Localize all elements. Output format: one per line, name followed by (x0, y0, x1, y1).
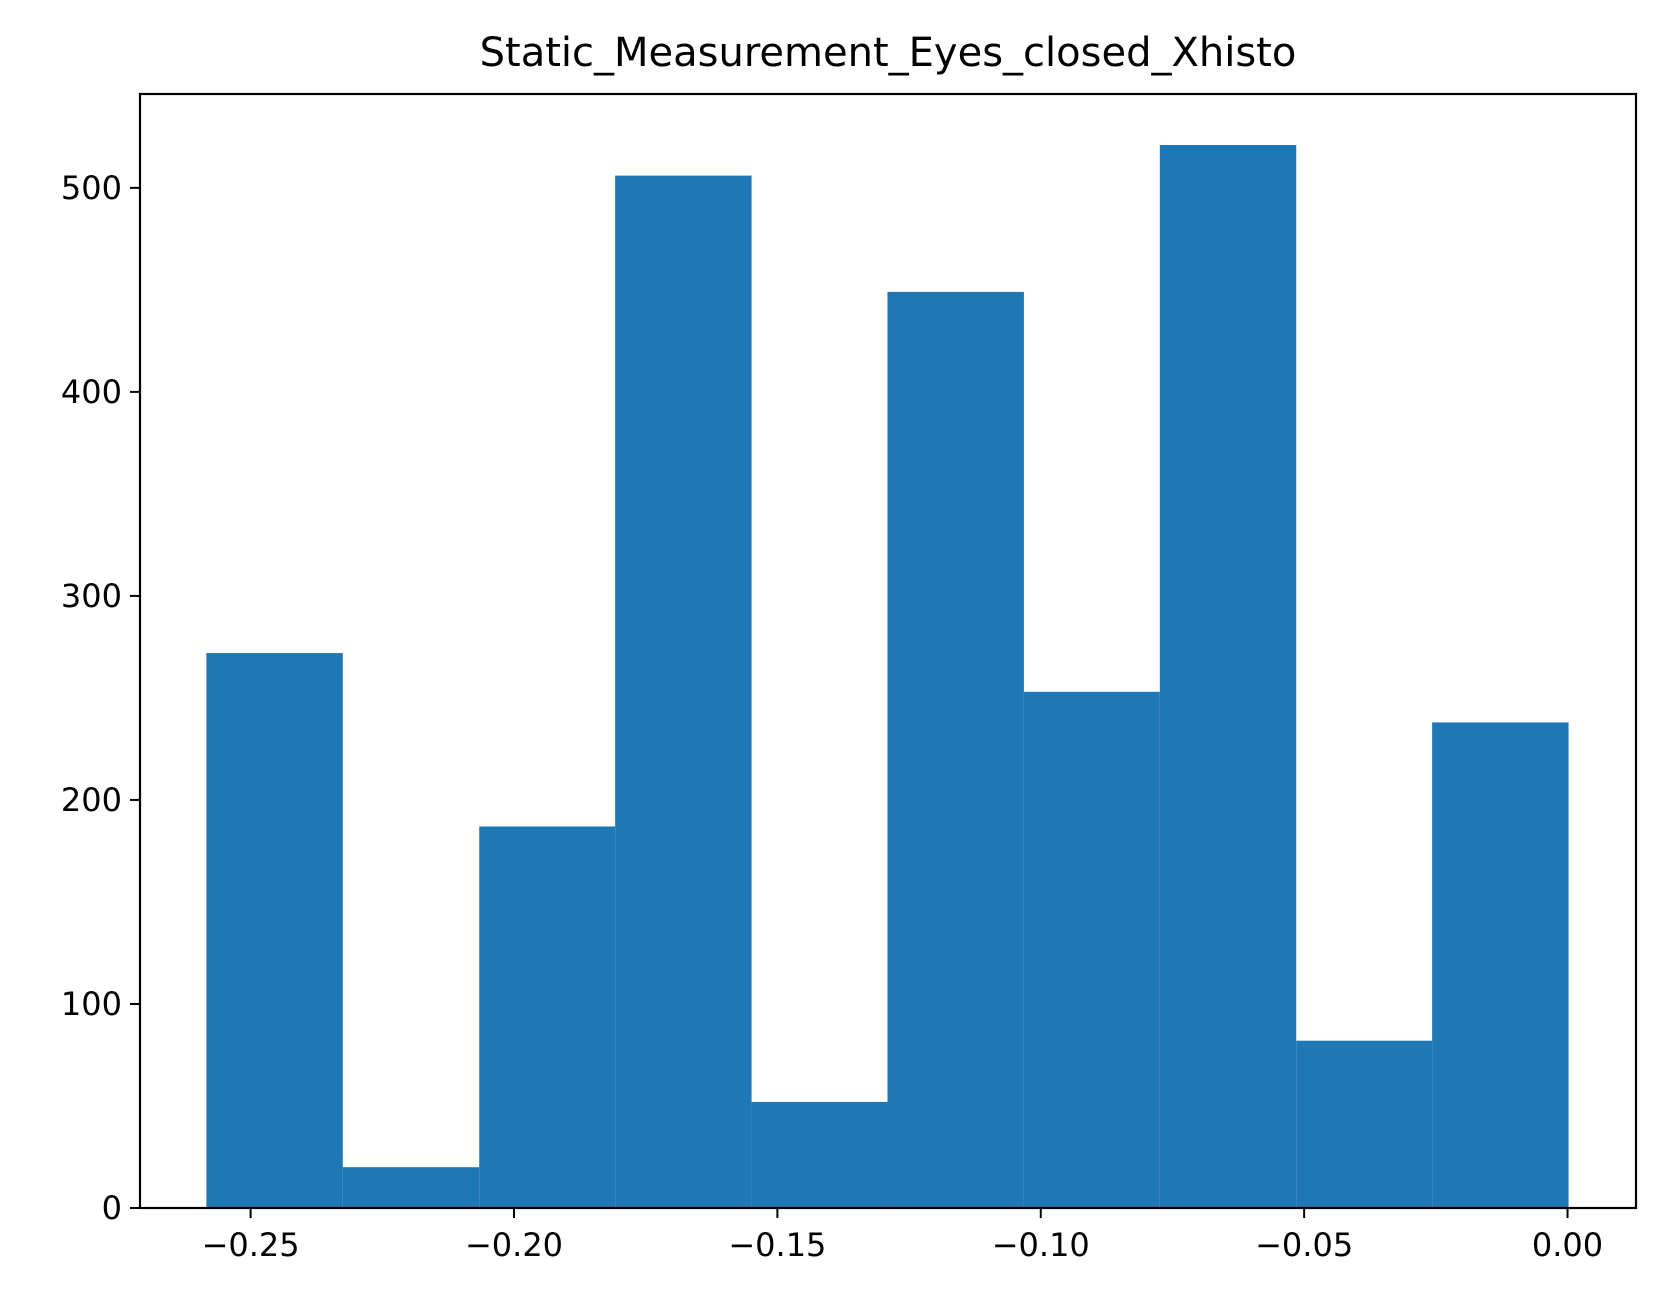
y-tick-label: 200 (61, 781, 122, 819)
x-tick-label: −0.15 (728, 1226, 826, 1264)
y-tick-label: 300 (61, 577, 122, 615)
x-tick-label: −0.10 (992, 1226, 1090, 1264)
histogram-bar (1296, 1040, 1433, 1208)
histogram-bar (1023, 691, 1160, 1208)
histogram-bar (206, 653, 343, 1208)
y-tick-label: 0 (102, 1189, 122, 1227)
histogram-bars (206, 145, 1569, 1209)
plot-frame (138, 92, 1638, 1210)
x-tick-label: 0.00 (1532, 1226, 1603, 1264)
x-tick-label: −0.05 (1255, 1226, 1353, 1264)
histogram-bar (342, 1167, 480, 1208)
x-axis-ticks: −0.25 −0.20 −0.15 −0.10 −0.05 0.00 (202, 1208, 1603, 1264)
histogram-bar (887, 291, 1024, 1208)
x-tick-label: −0.25 (202, 1226, 300, 1264)
histogram-bar (479, 826, 616, 1208)
histogram-bar (1159, 145, 1297, 1208)
histogram-bar (751, 1101, 888, 1208)
histogram-bar (1432, 722, 1569, 1208)
y-tick-label: 400 (61, 373, 122, 411)
chart-title: Static_Measurement_Eyes_closed_Xhisto (480, 30, 1297, 76)
histogram-bar (615, 175, 752, 1209)
y-axis-ticks: 0 100 200 300 400 500 (61, 169, 140, 1227)
y-tick-label: 500 (61, 169, 122, 207)
y-tick-label: 100 (61, 985, 122, 1023)
x-tick-label: −0.20 (465, 1226, 563, 1264)
